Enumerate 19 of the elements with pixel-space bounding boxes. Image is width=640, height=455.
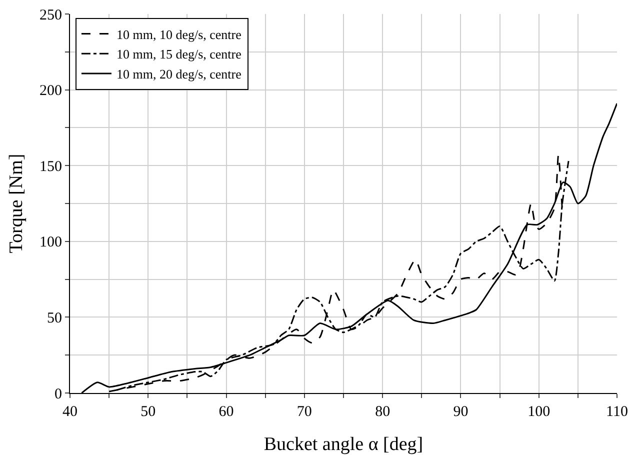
y-tick-label: 100 <box>40 234 62 251</box>
x-tick-label: 110 <box>606 404 628 420</box>
x-tick-label: 70 <box>296 404 312 420</box>
x-tick-label: 50 <box>140 404 156 420</box>
y-tick-label: 200 <box>40 83 62 100</box>
legend-label: 10 mm, 15 deg/s, centre <box>116 46 242 62</box>
x-tick-label: 90 <box>453 404 468 420</box>
x-tick-label: 60 <box>218 404 234 420</box>
y-tick-label: 150 <box>40 158 62 175</box>
x-axis-title: Bucket angle α [deg] <box>264 434 424 455</box>
x-tick-label: 80 <box>375 404 390 420</box>
x-tick-label: 100 <box>528 404 550 420</box>
legend-label: 10 mm, 10 deg/s, centre <box>116 26 242 42</box>
y-tick-label: 0 <box>54 386 62 402</box>
y-axis-title: Torque [Nm] <box>6 154 27 254</box>
y-tick-label: 250 <box>40 7 62 24</box>
legend-label: 10 mm, 20 deg/s, centre <box>116 66 242 82</box>
x-tick-label: 40 <box>62 404 78 420</box>
y-tick-label: 50 <box>47 310 62 326</box>
